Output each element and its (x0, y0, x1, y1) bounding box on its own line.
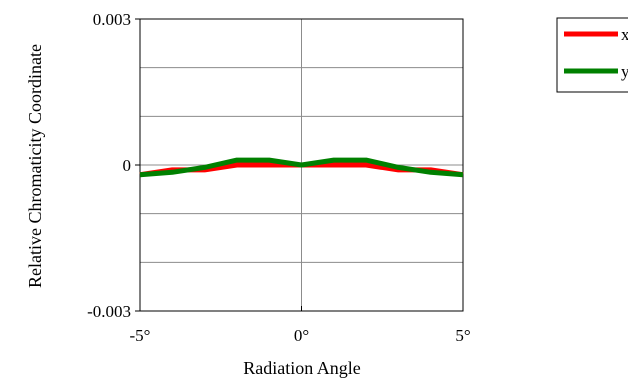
y-axis-title: Relative Chromaticity Coordinate (25, 44, 45, 288)
legend-label-y: y (621, 62, 628, 81)
legend: xy (556, 17, 628, 93)
y-tick-label: -0.003 (87, 302, 131, 321)
legend-box (556, 17, 628, 93)
y-tick-label: 0 (123, 156, 132, 175)
x-tick-label: -5° (130, 326, 151, 345)
series-line-y (139, 157, 464, 178)
legend-label-x: x (621, 25, 628, 44)
axis-ticks: 0.003 0 -0.003 -5° 0° 5° (87, 10, 471, 345)
x-tick-label: 0° (294, 326, 309, 345)
x-tick-label: 5° (455, 326, 470, 345)
series-lines (139, 157, 464, 178)
x-axis-title: Radiation Angle (243, 358, 360, 378)
y-tick-label: 0.003 (93, 10, 131, 29)
